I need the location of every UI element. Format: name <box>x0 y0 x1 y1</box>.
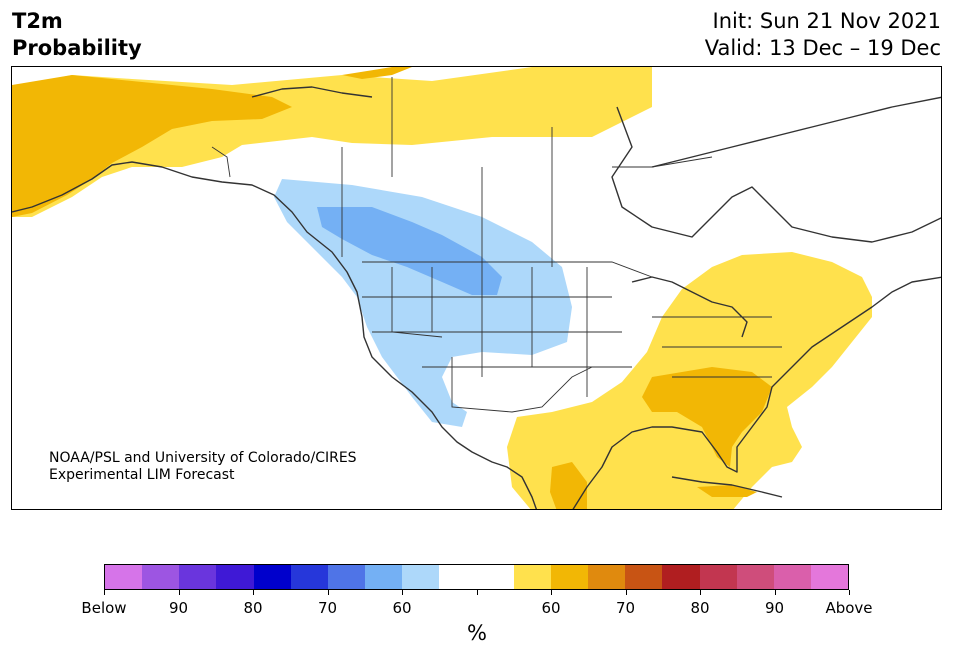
colorbar-tick-label: 60 <box>392 599 412 617</box>
valid-dates: Valid: 13 Dec – 19 Dec <box>704 36 941 60</box>
colorbar-tick <box>625 590 627 595</box>
colorbar-tick <box>253 590 254 595</box>
colorbar-segment <box>662 565 700 589</box>
colorbar-segment <box>773 565 811 589</box>
colorbar <box>104 564 849 590</box>
colorbar-tick-label: 90 <box>764 599 785 617</box>
below-70-region-west <box>317 207 502 295</box>
colorbar-tick-label: 70 <box>317 599 338 617</box>
colorbar-segment <box>439 565 477 589</box>
colorbar-tick <box>104 590 105 595</box>
colorbar-segment <box>810 565 849 589</box>
colorbar-segment <box>179 565 217 589</box>
colorbar-tick <box>178 590 180 595</box>
colorbar-tick-label: Below <box>81 599 127 617</box>
colorbar-tick <box>849 590 850 595</box>
colorbar-segment <box>699 565 737 589</box>
above-70-region-mexico <box>550 462 587 509</box>
map-panel <box>11 66 942 510</box>
colorbar-segment <box>216 565 254 589</box>
colorbar-tick-label: 60 <box>541 599 561 617</box>
colorbar-segment <box>105 565 143 589</box>
colorbar-segment <box>476 565 514 589</box>
colorbar-segment <box>625 565 663 589</box>
colorbar-unit: % <box>467 621 487 645</box>
colorbar-segment <box>736 565 774 589</box>
map-title: T2m Probability <box>12 8 142 62</box>
political-borders <box>211 77 782 413</box>
colorbar-segment <box>253 565 291 589</box>
colorbar-segment <box>327 565 366 589</box>
above-70-region-arctic <box>342 67 412 79</box>
credit-text: NOAA/PSL and University of Colorado/CIRE… <box>49 450 357 484</box>
colorbar-segment <box>290 565 328 589</box>
colorbar-tick-label: 80 <box>243 599 263 617</box>
colorbar-tick <box>402 590 403 595</box>
init-date: Init: Sun 21 Nov 2021 <box>712 9 941 33</box>
colorbar-tick-label: Above <box>825 599 873 617</box>
colorbar-segment <box>588 565 626 589</box>
title-line-2: Probability <box>12 36 142 60</box>
map-canvas <box>12 67 941 509</box>
colorbar-segment <box>142 565 180 589</box>
colorbar-tick <box>327 590 329 595</box>
colorbar-segment <box>365 565 403 589</box>
credit-line-2: Experimental LIM Forecast <box>49 467 235 483</box>
colorbar-tick-label: 90 <box>168 599 189 617</box>
colorbar-segment <box>550 565 589 589</box>
map-subtitle: Init: Sun 21 Nov 2021 Valid: 13 Dec – 19… <box>705 8 941 62</box>
colorbar-tick-label: 80 <box>690 599 710 617</box>
colorbar-segment <box>513 565 551 589</box>
colorbar-segment <box>402 565 440 589</box>
title-line-1: T2m <box>12 9 63 33</box>
colorbar-tick <box>551 590 552 595</box>
colorbar-tick <box>476 590 478 595</box>
above-70-region-alaska <box>12 75 292 217</box>
colorbar-tick <box>700 590 701 595</box>
colorbar-tick <box>774 590 776 595</box>
probability-shading <box>12 67 872 509</box>
above-70-region-southeast <box>642 367 772 467</box>
colorbar-tick-label: 70 <box>615 599 636 617</box>
coastlines <box>12 86 941 509</box>
credit-line-1: NOAA/PSL and University of Colorado/CIRE… <box>49 450 357 466</box>
below-60-region-west <box>274 179 572 427</box>
